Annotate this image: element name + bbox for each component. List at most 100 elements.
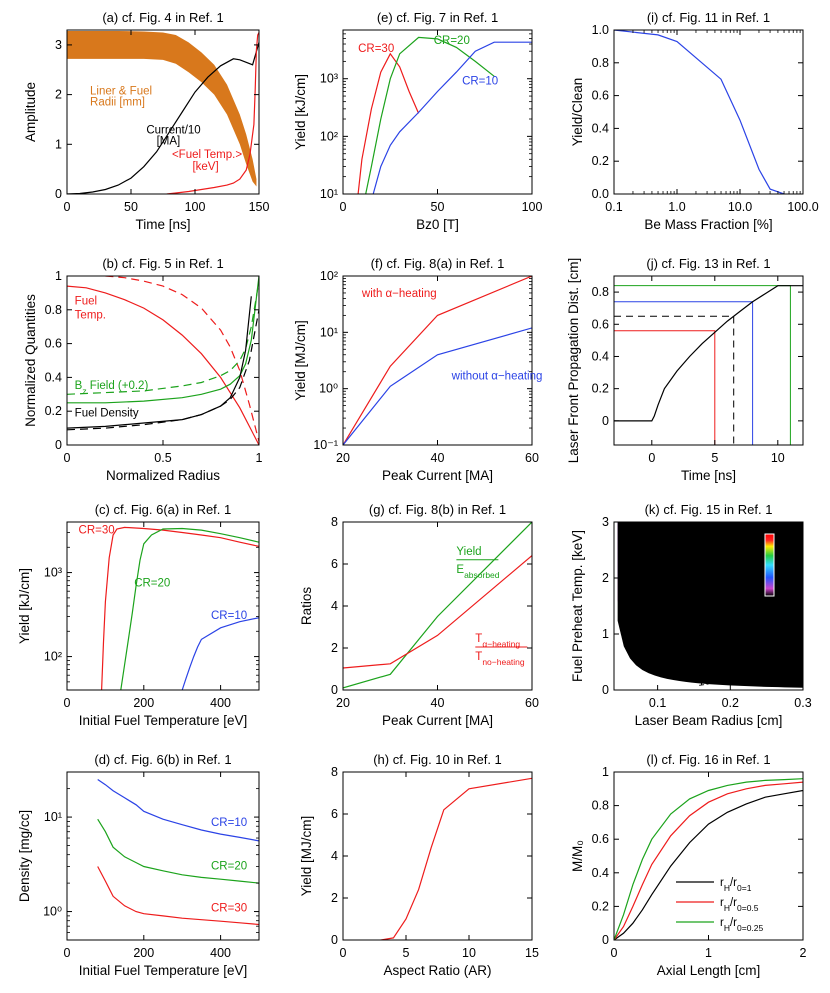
axes-frame	[613, 29, 804, 195]
x-tick-label: 100	[185, 200, 206, 214]
series-line	[166, 32, 259, 194]
annotation: CR=10	[211, 610, 247, 622]
annotation: CR=30	[211, 903, 247, 915]
marker-line	[614, 301, 754, 445]
x-tick-label: 50	[431, 200, 445, 214]
x-tick-label: 150	[249, 200, 270, 214]
axes-frame	[613, 275, 804, 446]
y-tick-label: 0.4	[592, 349, 609, 363]
series-line	[357, 52, 420, 194]
x-tick-label: 1.0	[668, 200, 685, 214]
x-tick-label: 400	[210, 696, 231, 710]
y-tick-label: 0	[331, 683, 338, 697]
y-axis-label: Normalized Quantities	[23, 294, 38, 427]
x-axis-label: Aspect Ratio (AR)	[383, 963, 491, 978]
x-tick-label: 0	[64, 200, 71, 214]
y-tick-label: 10²	[320, 269, 338, 283]
marker-line	[614, 330, 716, 445]
x-tick-label: 0.2	[722, 696, 739, 710]
y-tick-label: 0.2	[592, 382, 609, 396]
plot-area	[343, 276, 532, 445]
x-axis-label: Time [ns]	[681, 468, 736, 483]
x-tick-label: 5	[711, 451, 718, 465]
axes-frame	[613, 771, 804, 941]
plot-area	[357, 36, 532, 194]
series-line	[97, 779, 259, 842]
y-tick-label: 2	[331, 641, 338, 655]
y-tick-label: 2	[55, 88, 62, 102]
axes-frame	[342, 771, 533, 941]
band-area	[67, 30, 257, 187]
colorbar-tick: 0.8	[778, 527, 795, 541]
y-tick-label: 1	[602, 627, 609, 641]
y-tick-label: 10¹	[320, 325, 338, 339]
plot-area	[614, 285, 803, 445]
panel-a: (a) cf. Fig. 4 in Ref. 1 0 50 100 150 0 1 2 3 Tim…	[23, 10, 269, 232]
axes-frame	[66, 29, 260, 195]
y-tick-label: 0.2	[592, 899, 609, 913]
axes-frame	[66, 771, 260, 941]
series-line	[343, 327, 532, 445]
y-tick-label: 0	[602, 414, 609, 428]
plot-area	[343, 522, 532, 689]
y-tick-label: 6	[331, 557, 338, 571]
annotation: CR=10	[211, 817, 247, 829]
y-tick-label: 10¹	[44, 810, 62, 824]
x-axis-label: Peak Current [MA]	[382, 468, 493, 483]
series-line	[614, 778, 803, 940]
x-tick-label: 200	[133, 946, 154, 960]
y-tick-label: 4	[331, 599, 338, 613]
x-tick-label: 100	[522, 200, 543, 214]
y-tick-label: 10¹	[320, 187, 338, 201]
x-tick-label: 400	[210, 946, 231, 960]
annotation: CR=20	[211, 860, 247, 872]
panel-title: (f) cf. Fig. 8(a) in Ref. 1	[371, 256, 505, 271]
panel-h: (h) cf. Fig. 10 in Ref. 1 0 5 10 15 0 2 4 6 8 Aspe…	[299, 752, 539, 978]
panel-j: (j) cf. Fig. 13 in Ref. 1 0 5 10 0 0.2 0.4 0.6 0…	[566, 256, 804, 483]
x-tick-label: 60	[525, 451, 539, 465]
annotation: Liner & Fuel	[90, 86, 152, 98]
x-tick-label: 1	[256, 451, 263, 465]
annotation: CR=20	[434, 35, 470, 47]
x-tick-label: 0	[340, 946, 347, 960]
panel-title: (k) cf. Fig. 15 in Ref. 1	[645, 502, 773, 517]
y-tick-label: 1	[55, 137, 62, 151]
panel-e: (e) cf. Fig. 7 in Ref. 1 0 50 100 10¹ 10² 10³ B…	[293, 10, 542, 232]
series-line	[343, 555, 532, 669]
y-axis-label: Yield/Clean	[570, 78, 585, 147]
annotation: CR=30	[79, 525, 115, 537]
y-axis-label: Yield [MJ/cm]	[299, 816, 314, 897]
panel-title: (b) cf. Fig. 5 in Ref. 1	[102, 256, 223, 271]
y-tick-label: 0.8	[592, 285, 609, 299]
colorbar	[764, 533, 775, 597]
y-tick-label: 0.6	[592, 832, 609, 846]
x-tick-label: 10	[462, 946, 476, 960]
series-line	[343, 276, 532, 445]
plot-area	[380, 777, 532, 940]
y-tick-label: 0.6	[592, 317, 609, 331]
annotation: Fuel	[75, 296, 97, 308]
x-tick-label: 10	[771, 451, 785, 465]
fraction-denominator: Eabsorbed	[456, 564, 499, 580]
y-tick-label: 0.0	[592, 187, 609, 201]
contour-line	[620, 557, 803, 680]
series-line	[343, 522, 532, 689]
annotation: [keV]	[192, 161, 218, 173]
series-line	[120, 527, 259, 690]
panel-b: (b) cf. Fig. 5 in Ref. 1 0 0.5 1 0 0.2 0.4 0.6 0…	[23, 256, 263, 483]
annotation: without α−heating	[451, 371, 543, 383]
x-tick-label: 10.0	[728, 200, 752, 214]
plot-area	[614, 778, 803, 940]
panel-title: (h) cf. Fig. 10 in Ref. 1	[373, 752, 502, 767]
x-tick-label: 20	[336, 451, 350, 465]
contour-label: 10⁹	[632, 567, 649, 588]
y-axis-label: Amplitude	[23, 82, 38, 142]
panel-i: (i) cf. Fig. 11 in Ref. 1 0.1 1.0 10.0 100.0…	[570, 10, 819, 232]
x-tick-label: 0	[64, 696, 71, 710]
series-line	[614, 30, 785, 194]
x-axis-label: Initial Fuel Temperature [eV]	[79, 713, 248, 728]
annotation: [MA]	[157, 135, 181, 147]
x-tick-label: 100.0	[787, 200, 818, 214]
series-line	[380, 777, 532, 940]
